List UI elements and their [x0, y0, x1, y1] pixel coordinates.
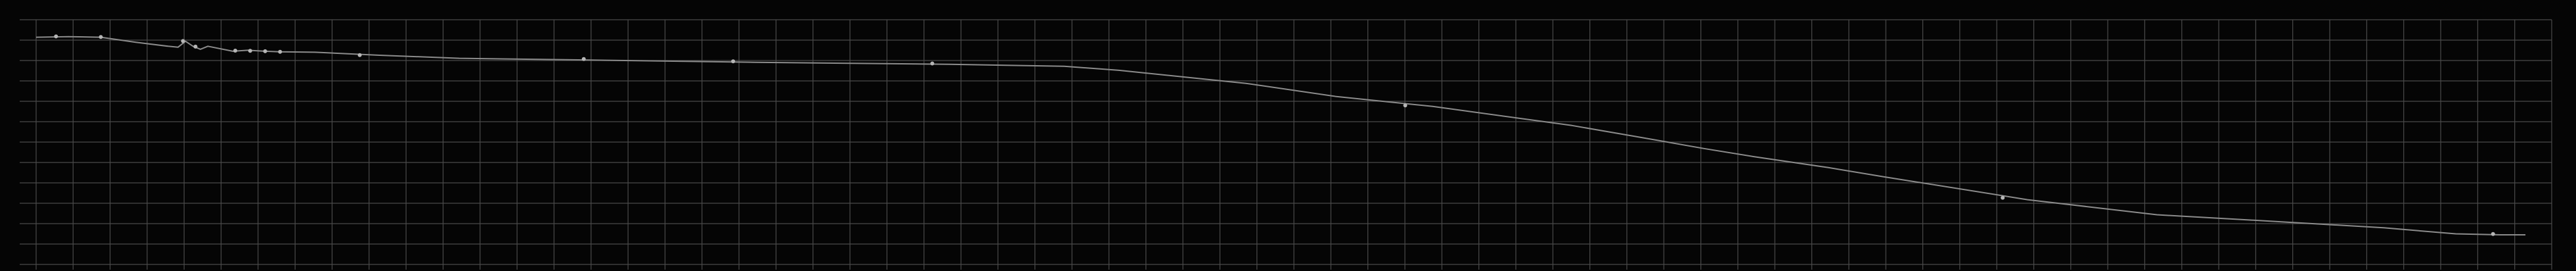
data-point [263, 49, 267, 53]
data-point [233, 49, 238, 53]
series-line [35, 36, 2525, 235]
data-point [2491, 232, 2495, 236]
data-point [181, 39, 185, 43]
grid [20, 19, 2552, 270]
data-point [1403, 103, 1408, 108]
data-point [248, 49, 252, 53]
data-point [278, 49, 282, 54]
data-point [2001, 195, 2005, 200]
data-point [581, 57, 586, 61]
series-layer [35, 36, 2525, 235]
data-point [99, 35, 103, 39]
data-point [54, 34, 58, 39]
markers-layer [54, 34, 2495, 236]
data-point [731, 59, 736, 64]
data-point [930, 61, 935, 66]
data-point [193, 44, 198, 49]
data-point [357, 53, 362, 57]
